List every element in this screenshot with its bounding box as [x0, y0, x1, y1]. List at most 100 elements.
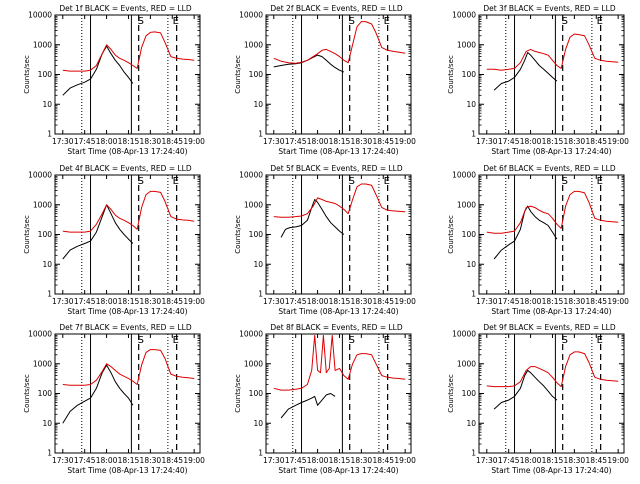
- x-tick-label: 18:15: [542, 456, 564, 465]
- y-axis-label: Counts/sec: [23, 374, 31, 413]
- y-axis-label: Counts/sec: [23, 215, 31, 254]
- x-tick-label: 17:30: [476, 297, 498, 306]
- marker-label-e: E: [384, 16, 390, 27]
- x-tick-label: 18:00: [307, 137, 329, 146]
- x-tick-label: 19:00: [394, 456, 416, 465]
- y-tick-label: 1: [258, 290, 263, 299]
- series-line-lld: [486, 190, 619, 234]
- y-tick-label: 10000: [452, 11, 476, 20]
- x-tick-label: 17:30: [263, 297, 285, 306]
- marker-label-s: S: [349, 16, 355, 27]
- detector-panel-9: 1 10 100 1000 10000 17:30 17:45 18:00 18:15 18:30…: [447, 323, 629, 475]
- x-tick-label: 18:45: [585, 137, 607, 146]
- marker-label-e: E: [384, 176, 390, 187]
- marker-label-s: S: [138, 176, 144, 187]
- y-axis-label: Counts/sec: [234, 55, 242, 94]
- x-tick-label: 19:00: [183, 456, 205, 465]
- detector-panel-2: 1 10 100 1000 10000 17:30 17:45 18:00 18:15 18:30…: [234, 4, 416, 156]
- x-tick-label: 18:00: [96, 456, 118, 465]
- x-tick-label: 19:00: [607, 297, 629, 306]
- x-tick-label: 18:00: [520, 137, 542, 146]
- x-axis-label: Start Time (08-Apr-13 17:24:40): [67, 307, 187, 316]
- x-tick-label: 18:30: [140, 456, 162, 465]
- plot-frame: [478, 333, 625, 454]
- panel-title: Det 2f BLACK = Events, RED = LLD: [270, 4, 403, 13]
- y-tick-label: 10: [253, 100, 263, 109]
- x-tick-label: 18:30: [351, 137, 373, 146]
- x-tick-label: 19:00: [394, 137, 416, 146]
- y-axis-label: Counts/sec: [447, 215, 455, 254]
- series-line-lld: [62, 349, 195, 386]
- series-line-lld: [273, 183, 406, 218]
- panel-title: Det 3f BLACK = Events, RED = LLD: [483, 4, 616, 13]
- x-tick-label: 18:45: [372, 456, 394, 465]
- y-tick-label: 10: [42, 100, 52, 109]
- x-tick-label: 18:45: [372, 297, 394, 306]
- x-tick-label: 18:15: [118, 456, 140, 465]
- y-tick-label: 10: [466, 100, 476, 109]
- series-line-lld: [486, 33, 619, 71]
- panel-title: Det 8f BLACK = Events, RED = LLD: [270, 323, 403, 332]
- y-tick-label: 10: [42, 260, 52, 269]
- y-tick-label: 1000: [33, 200, 52, 209]
- x-tick-label: 18:15: [329, 456, 351, 465]
- x-tick-label: 17:45: [285, 137, 307, 146]
- x-tick-label: 18:00: [96, 137, 118, 146]
- panel-title: Det 1f BLACK = Events, RED = LLD: [59, 4, 192, 13]
- x-tick-label: 18:45: [161, 137, 183, 146]
- plot-frame: [478, 14, 625, 135]
- y-tick-label: 10: [253, 419, 263, 428]
- y-tick-label: 100: [38, 389, 53, 398]
- y-tick-label: 100: [462, 389, 477, 398]
- y-tick-label: 10: [253, 260, 263, 269]
- y-tick-label: 1000: [244, 359, 263, 368]
- y-tick-label: 10: [466, 419, 476, 428]
- y-tick-label: 1: [471, 130, 476, 139]
- y-tick-label: 1: [258, 449, 263, 458]
- x-tick-label: 19:00: [607, 137, 629, 146]
- y-tick-label: 1000: [457, 359, 476, 368]
- x-tick-label: 17:45: [285, 456, 307, 465]
- panel-title: Det 6f BLACK = Events, RED = LLD: [483, 164, 616, 173]
- detector-panel-3: 1 10 100 1000 10000 17:30 17:45 18:00 18:15 18:30…: [447, 4, 629, 156]
- y-tick-label: 1: [47, 290, 52, 299]
- series-line-lld: [62, 31, 195, 72]
- x-tick-label: 18:45: [161, 297, 183, 306]
- x-tick-label: 17:30: [52, 137, 74, 146]
- x-tick-label: 17:30: [52, 456, 74, 465]
- series-line-events: [273, 54, 345, 73]
- marker-label-s: S: [562, 16, 568, 27]
- x-tick-label: 17:45: [74, 456, 96, 465]
- x-tick-label: 18:45: [585, 297, 607, 306]
- marker-label-s: S: [349, 176, 355, 187]
- x-tick-label: 19:00: [394, 297, 416, 306]
- y-tick-label: 1000: [457, 200, 476, 209]
- x-tick-label: 18:15: [542, 137, 564, 146]
- y-axis-label: Counts/sec: [234, 215, 242, 254]
- marker-label-e: E: [173, 335, 179, 346]
- x-tick-label: 18:00: [96, 297, 118, 306]
- x-axis-label: Start Time (08-Apr-13 17:24:40): [278, 466, 398, 475]
- x-tick-label: 18:00: [520, 297, 542, 306]
- series-line-events: [62, 364, 134, 424]
- y-tick-label: 1: [47, 449, 52, 458]
- x-axis-label: Start Time (08-Apr-13 17:24:40): [278, 307, 398, 316]
- detector-panel-5: 1 10 100 1000 10000 17:30 17:45 18:00 18:15 18:30…: [234, 164, 416, 316]
- x-tick-label: 18:30: [564, 456, 586, 465]
- x-tick-label: 18:15: [118, 297, 140, 306]
- x-tick-label: 18:30: [140, 137, 162, 146]
- x-tick-label: 18:15: [329, 297, 351, 306]
- x-tick-label: 18:30: [140, 297, 162, 306]
- series-line-lld: [62, 190, 195, 233]
- panel-title: Det 9f BLACK = Events, RED = LLD: [483, 323, 616, 332]
- plot-frame: [265, 333, 412, 454]
- x-axis-label: Start Time (08-Apr-13 17:24:40): [278, 147, 398, 156]
- x-tick-label: 18:15: [118, 137, 140, 146]
- y-tick-label: 10000: [28, 11, 52, 20]
- plot-frame: [54, 174, 201, 295]
- y-tick-label: 1: [471, 449, 476, 458]
- plot-frame: [54, 333, 201, 454]
- y-axis-label: Counts/sec: [447, 374, 455, 413]
